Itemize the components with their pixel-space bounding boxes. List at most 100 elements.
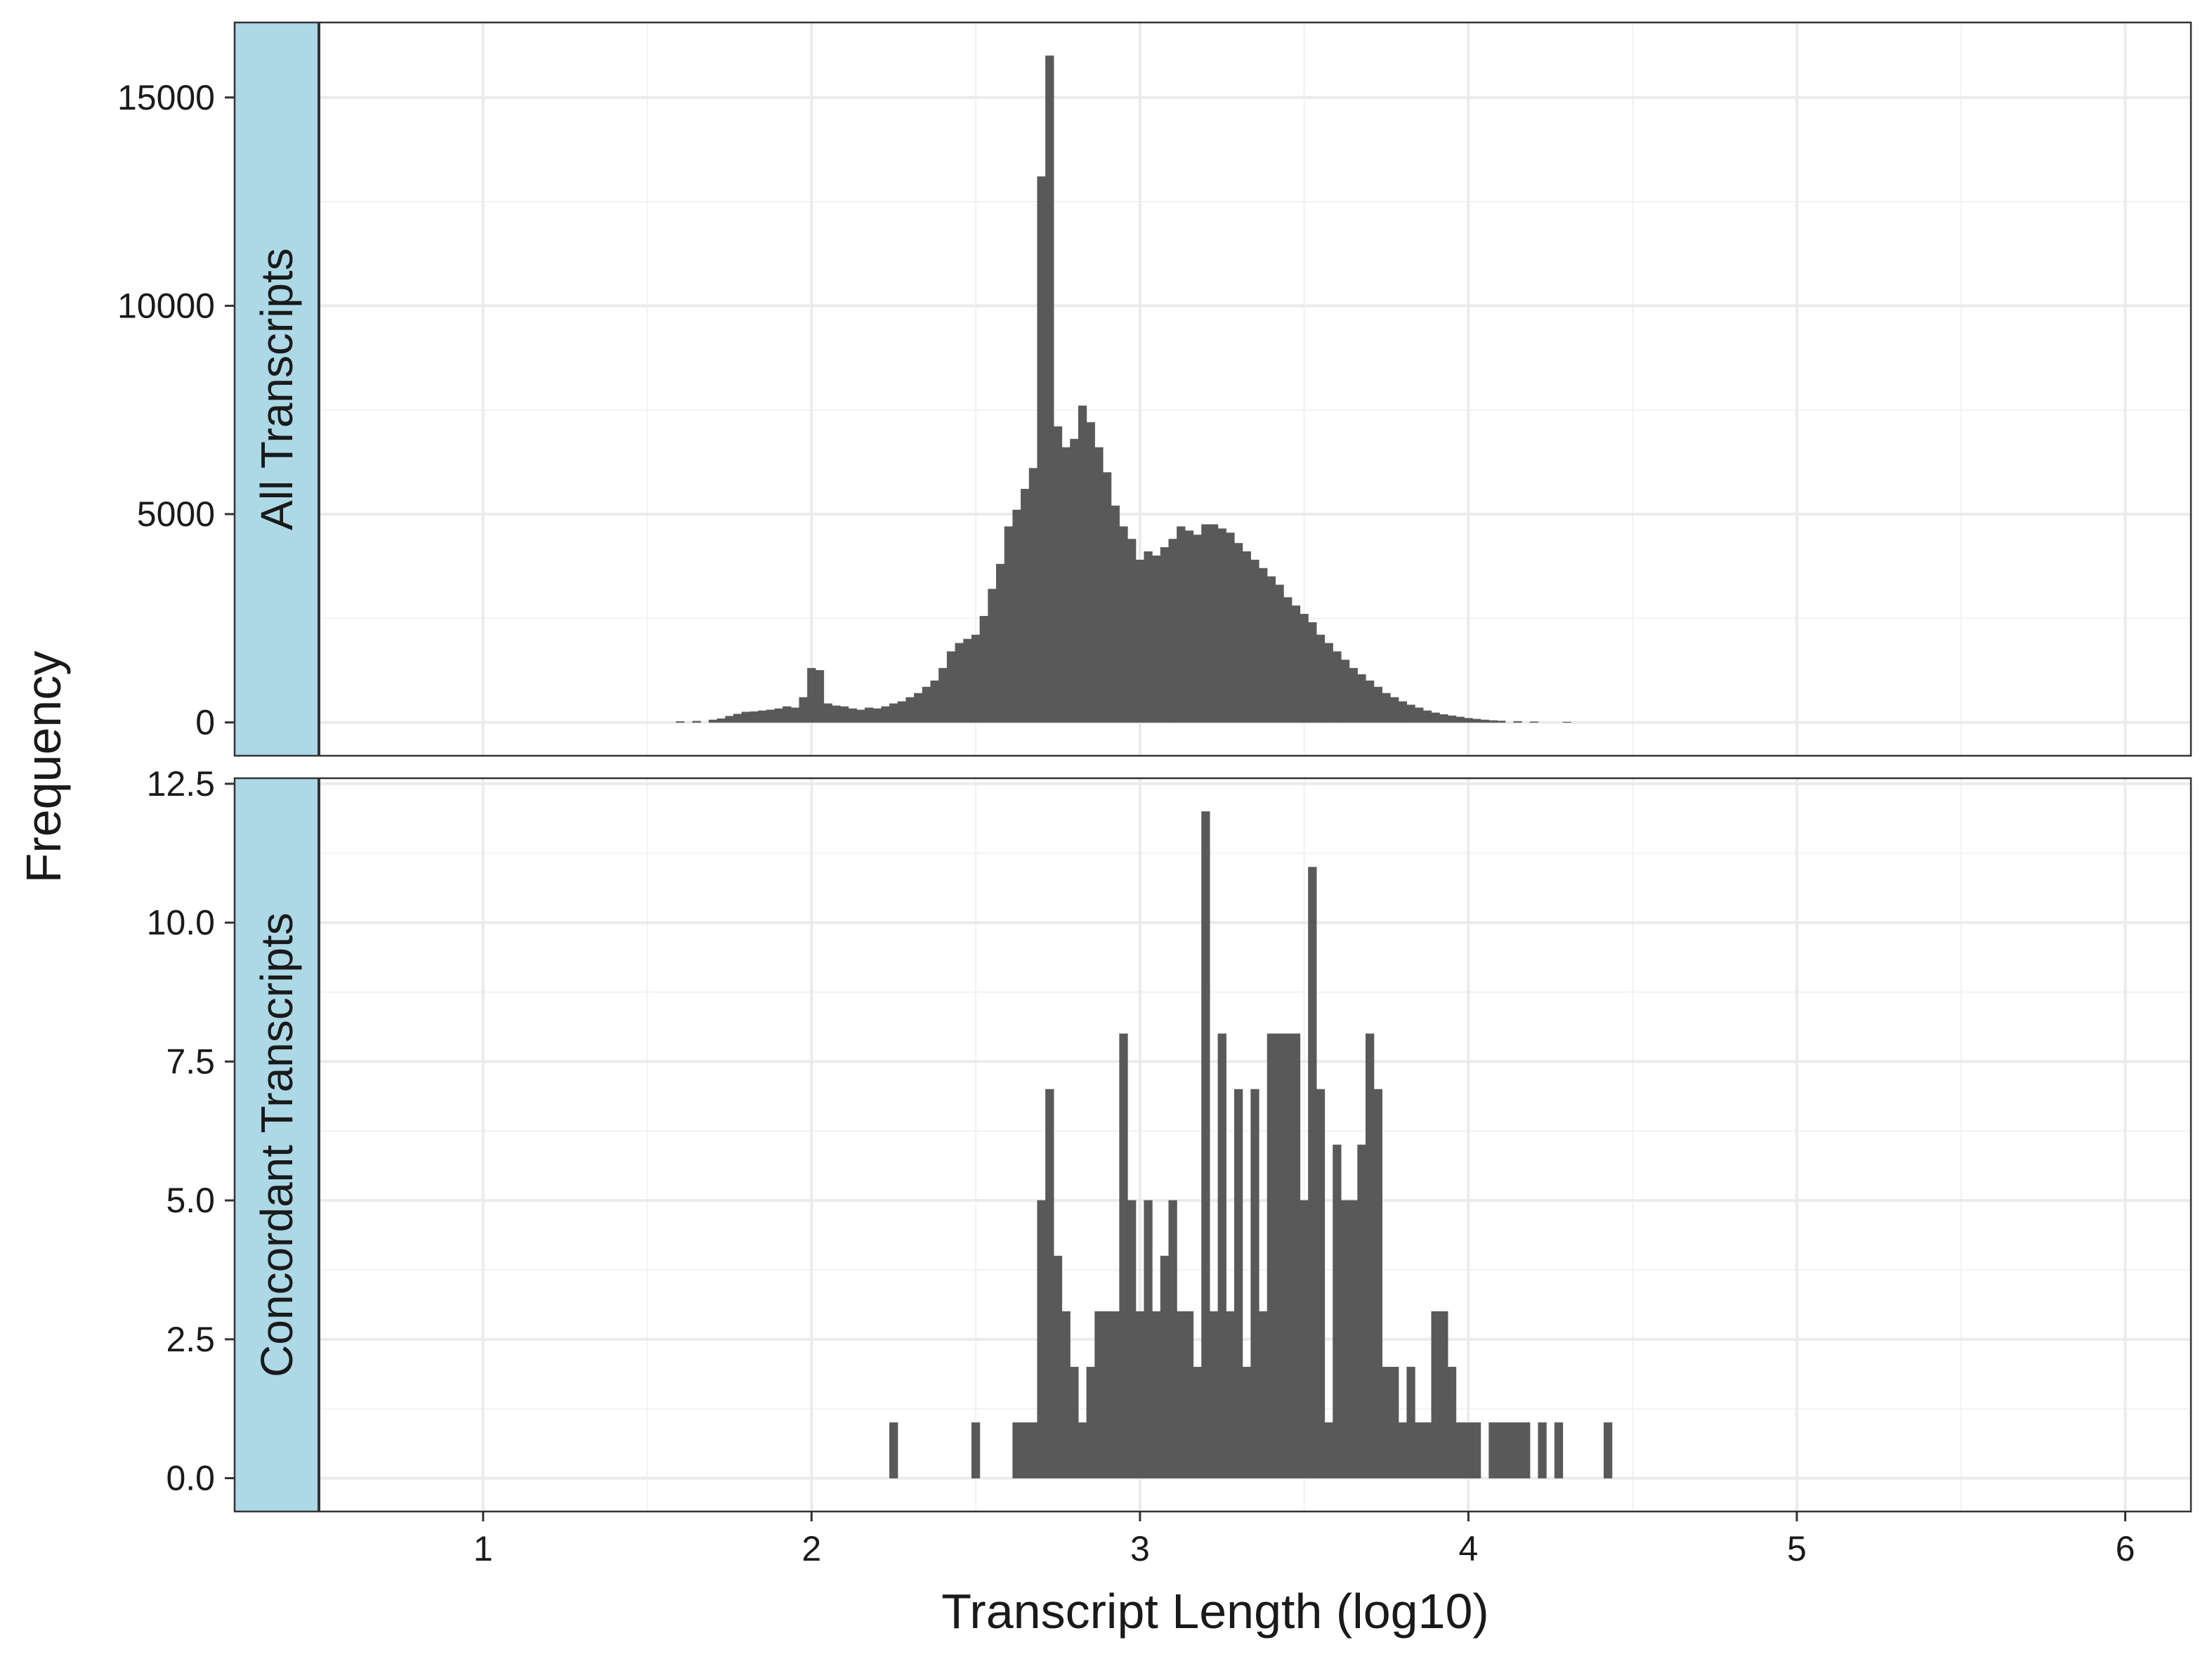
histogram-bar xyxy=(930,680,939,723)
histogram-bar xyxy=(1135,1311,1145,1478)
histogram-bar xyxy=(1365,1033,1375,1478)
bars-concordant-transcripts xyxy=(889,811,1613,1478)
histogram-bar xyxy=(1102,1311,1112,1478)
histogram-bar xyxy=(1177,1311,1186,1478)
histogram-bar xyxy=(1521,1422,1531,1478)
histogram-bar xyxy=(1267,1033,1276,1478)
histogram-bar xyxy=(1316,1089,1326,1478)
histogram-bar xyxy=(708,719,718,723)
histogram-bar xyxy=(971,634,981,723)
histogram-bar xyxy=(1406,704,1415,723)
histogram-bar xyxy=(1233,543,1243,723)
histogram-bar xyxy=(1357,1144,1366,1478)
histogram-bar xyxy=(1398,701,1408,723)
histogram-bar xyxy=(1259,568,1268,723)
histogram-bar xyxy=(1415,707,1424,723)
panel-border-concordant-transcripts xyxy=(233,777,2192,1513)
histogram-bar xyxy=(1037,176,1046,723)
histogram-bar xyxy=(971,1422,981,1478)
histogram-bar xyxy=(1340,660,1350,723)
histogram-bar xyxy=(864,707,874,723)
histogram-bar xyxy=(676,721,685,723)
histogram-bar xyxy=(823,703,832,723)
y-tick-label: 2.5 xyxy=(166,1320,215,1359)
histogram-bar xyxy=(881,706,890,723)
histogram-bar xyxy=(1406,1367,1415,1478)
histogram-bar xyxy=(1111,505,1120,723)
y-tick-label: 7.5 xyxy=(166,1042,215,1081)
histogram-bar xyxy=(774,708,783,723)
histogram-bar xyxy=(872,708,882,723)
histogram-bar xyxy=(1037,1200,1046,1478)
histogram-bar xyxy=(783,706,792,723)
histogram-bar xyxy=(1028,468,1038,723)
histogram-bar xyxy=(1382,693,1391,723)
panel-concordant-transcripts: Concordant Transcripts 0.0 2.5 5.0 7.5 10.0 1… xyxy=(147,764,2192,1513)
histogram-bar xyxy=(1308,867,1317,1478)
histogram-bar xyxy=(1070,438,1079,723)
histogram-bar xyxy=(1324,1422,1333,1478)
histogram-bar xyxy=(1431,712,1440,723)
histogram-bar xyxy=(807,668,816,723)
histogram-bar xyxy=(1291,605,1301,723)
histogram-bar xyxy=(799,697,808,723)
histogram-bar xyxy=(1349,1200,1358,1478)
histogram-bar xyxy=(1439,1311,1448,1478)
histogram-bar xyxy=(922,686,931,723)
histogram-bar xyxy=(1127,539,1137,723)
histogram-bar xyxy=(1455,1422,1465,1478)
histogram-bar xyxy=(1267,576,1276,723)
histogram-bar xyxy=(1497,1422,1506,1478)
histogram-bar xyxy=(1184,530,1194,723)
histogram-bar xyxy=(1250,1089,1259,1478)
histogram-bar xyxy=(1603,1422,1613,1478)
histogram-bar xyxy=(1422,710,1432,723)
histogram-bar xyxy=(1472,719,1481,723)
histogram-bar xyxy=(1111,1311,1120,1478)
histogram-bar xyxy=(1333,651,1342,723)
histogram-bar xyxy=(1135,559,1145,723)
histogram-bar xyxy=(1390,697,1399,723)
histogram-bar xyxy=(1144,1200,1153,1478)
histogram-bar xyxy=(1144,551,1153,723)
histogram-bar xyxy=(1333,1144,1342,1478)
histogram-bar xyxy=(988,589,997,723)
histogram-bar xyxy=(1226,532,1235,723)
histogram-bar xyxy=(1070,1367,1079,1478)
histogram-bar xyxy=(1201,524,1210,723)
histogram-bar xyxy=(1094,447,1104,723)
histogram-bar xyxy=(1373,1089,1382,1478)
histogram-bar xyxy=(1233,1089,1243,1478)
histogram-bar xyxy=(1184,1311,1194,1478)
y-tick-label: 0 xyxy=(195,703,215,742)
x-tick-label: 3 xyxy=(1130,1529,1150,1568)
histogram-bar xyxy=(1513,1422,1522,1478)
histogram-bar xyxy=(1488,1422,1498,1478)
histogram-bar xyxy=(1226,1311,1235,1478)
histogram-bar xyxy=(897,701,907,723)
histogram-bar xyxy=(1316,634,1326,723)
x-tick-label: 6 xyxy=(2116,1529,2135,1568)
histogram-bar xyxy=(1382,1367,1391,1478)
histogram-bar xyxy=(758,710,767,723)
histogram-bar xyxy=(1193,1367,1202,1478)
histogram-bar xyxy=(1447,1367,1457,1478)
histogram-bar xyxy=(1217,528,1226,723)
gridlines-all-transcripts xyxy=(319,22,2191,756)
histogram-bar xyxy=(1078,405,1087,723)
histogram-bar xyxy=(996,563,1005,723)
histogram-bar xyxy=(889,703,898,723)
histogram-bar xyxy=(1168,1200,1177,1478)
histogram-bar xyxy=(1554,1422,1564,1478)
histogram-bar xyxy=(1439,714,1448,723)
histogram-bar xyxy=(856,709,865,723)
histogram-bar xyxy=(1021,1422,1030,1478)
histogram-bar xyxy=(1242,1367,1251,1478)
histogram-bar xyxy=(1053,1255,1063,1478)
histogram-bar xyxy=(1127,1200,1137,1478)
histogram-bar xyxy=(848,708,857,723)
histogram-bar xyxy=(1275,1033,1284,1478)
histogram-bar xyxy=(1422,1422,1432,1478)
x-axis-title: Transcript Length (log10) xyxy=(941,1584,1488,1639)
